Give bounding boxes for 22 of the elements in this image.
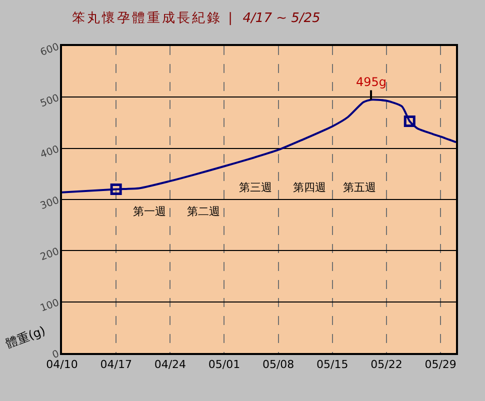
y-tick-label: 600 (39, 42, 61, 59)
x-tick-label: 05/08 (262, 358, 294, 372)
annotation: 第一週 (133, 205, 166, 218)
x-tick-label: 04/17 (100, 358, 132, 372)
annotation: 第五週 (343, 181, 376, 194)
annotation: 第三週 (239, 181, 272, 194)
y-axis-title: 體重(g) (4, 324, 48, 351)
chart-title: 笨丸懷孕體重成長紀錄 | (72, 11, 235, 26)
annotation: 第四週 (293, 181, 326, 194)
y-tick-label: 400 (39, 144, 61, 161)
annotation: 第二週 (187, 205, 220, 218)
x-tick-label: 05/22 (370, 358, 402, 372)
y-tick-label: 100 (39, 298, 61, 314)
y-tick-label: 200 (39, 246, 61, 264)
x-tick-label: 05/29 (424, 358, 456, 372)
chart-subtitle: 4/17 ~ 5/25 (242, 11, 320, 26)
annotation: 495g (356, 75, 387, 89)
x-tick-label: 05/15 (316, 358, 348, 372)
x-tick-label: 04/24 (154, 358, 186, 372)
x-tick-label: 05/01 (208, 358, 240, 372)
y-tick-label: 500 (39, 92, 61, 110)
y-tick-label: 300 (39, 195, 61, 212)
